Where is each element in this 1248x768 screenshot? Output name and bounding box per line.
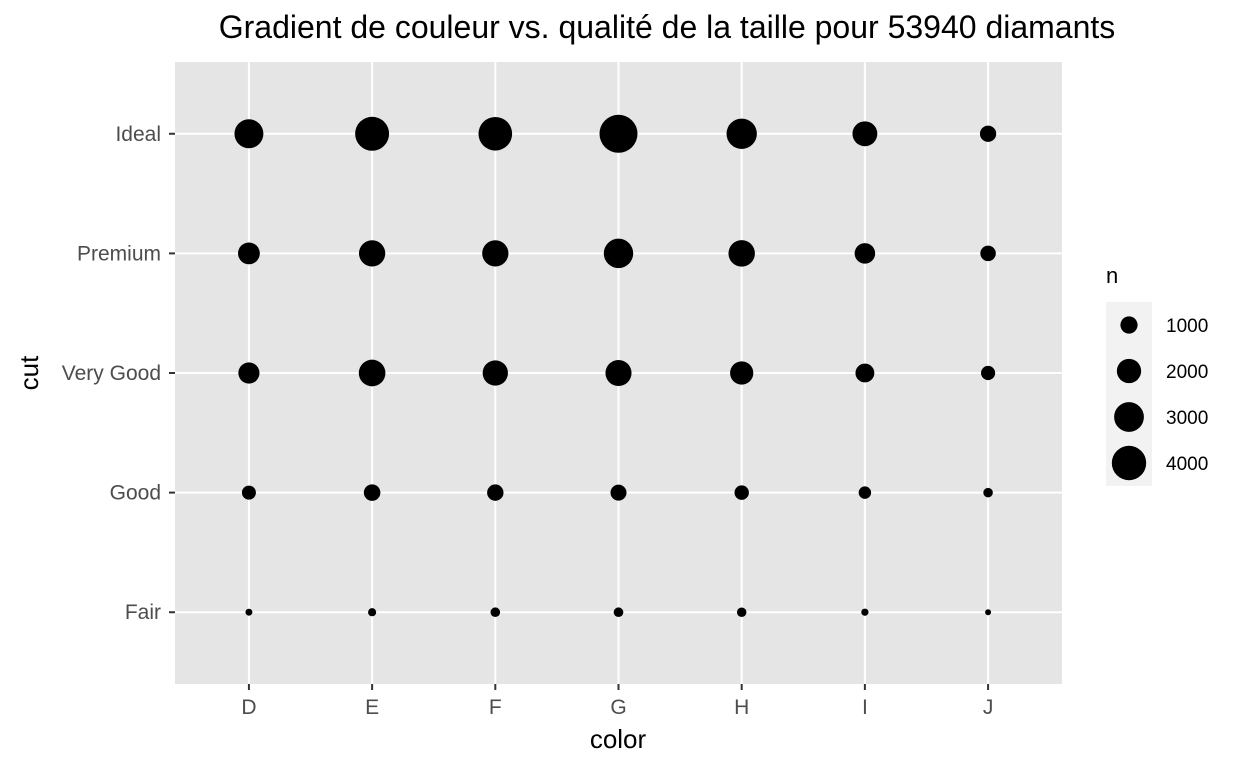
x-tick-label-i: I <box>862 696 868 719</box>
point-e-premium <box>358 240 386 267</box>
x-tick-label-j: J <box>983 696 994 719</box>
size-legend: n 1000 2000 3000 4000 <box>1106 263 1208 486</box>
point-e-fair <box>368 608 377 617</box>
legend-label-3000: 3000 <box>1166 408 1208 429</box>
axis-ticks: D E F G H I J Fair Good Very Good Premium Ideal <box>62 123 994 719</box>
point-h-premium <box>728 240 755 267</box>
legend-key-3000 <box>1114 402 1144 432</box>
point-j-good <box>983 487 993 498</box>
legend-label-4000: 4000 <box>1166 454 1208 475</box>
point-e-ideal <box>355 116 390 151</box>
legend-label-1000: 1000 <box>1166 316 1208 337</box>
data-points <box>234 114 997 618</box>
y-axis-title: cut <box>14 355 44 390</box>
point-i-fair <box>861 608 869 616</box>
point-i-premium <box>854 243 876 264</box>
x-tick-label-f: F <box>489 696 502 719</box>
point-i-ideal <box>852 121 878 147</box>
point-j-premium <box>980 245 996 262</box>
legend-key-1000 <box>1120 316 1138 334</box>
y-tick-label-premium: Premium <box>77 242 161 265</box>
point-f-premium <box>482 240 509 267</box>
point-g-ideal <box>599 114 638 153</box>
point-f-very-good <box>482 360 508 386</box>
point-f-good <box>487 484 504 501</box>
y-tick-label-ideal: Ideal <box>115 123 161 146</box>
legend-key-2000 <box>1116 358 1142 384</box>
point-d-ideal <box>234 119 264 149</box>
point-g-premium <box>603 238 634 269</box>
point-h-very-good <box>730 361 754 385</box>
point-j-very-good <box>981 365 996 381</box>
point-e-very-good <box>358 359 386 387</box>
point-h-good <box>734 485 749 500</box>
point-j-ideal <box>979 125 997 142</box>
chart-title: Gradient de couleur vs. qualité de la ta… <box>219 9 1116 45</box>
y-tick-label-good: Good <box>110 482 161 505</box>
x-tick-label-h: H <box>734 696 749 719</box>
legend-label-2000: 2000 <box>1166 362 1208 383</box>
point-d-good <box>241 485 256 500</box>
point-h-ideal <box>726 118 757 149</box>
y-tick-label-very-good: Very Good <box>62 362 161 385</box>
point-f-fair <box>490 607 501 618</box>
point-h-fair <box>736 607 747 617</box>
legend-key-4000 <box>1111 445 1147 481</box>
point-g-very-good <box>605 359 632 387</box>
legend-title: n <box>1106 263 1118 288</box>
point-g-good <box>610 484 627 501</box>
point-i-good <box>858 486 872 499</box>
point-j-fair <box>985 609 992 616</box>
x-axis-title: color <box>590 724 647 754</box>
x-tick-label-e: E <box>365 696 379 719</box>
point-e-good <box>363 484 381 501</box>
point-d-very-good <box>238 362 260 384</box>
point-g-fair <box>613 607 624 618</box>
x-tick-label-d: D <box>241 696 256 719</box>
point-d-premium <box>238 242 260 265</box>
x-tick-label-g: G <box>610 696 626 719</box>
point-d-fair <box>245 608 253 616</box>
y-tick-label-fair: Fair <box>125 601 161 624</box>
point-i-very-good <box>855 363 875 383</box>
point-f-ideal <box>478 116 513 151</box>
